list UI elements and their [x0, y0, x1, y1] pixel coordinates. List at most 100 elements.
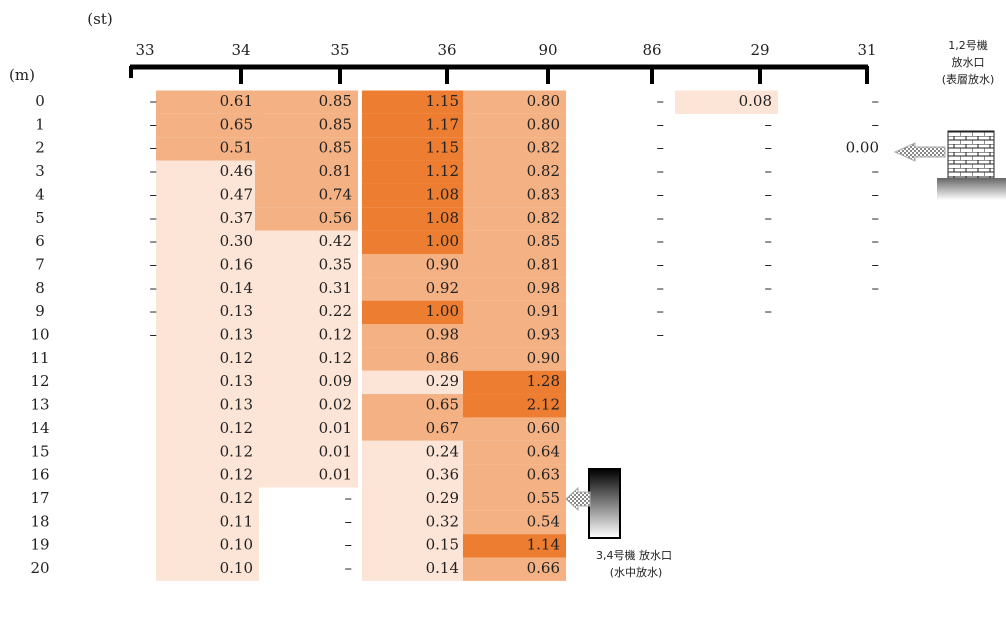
cell-value: 0.30 [220, 232, 253, 250]
cell-value: 0.12 [220, 349, 253, 367]
cell-value: 0.12 [220, 489, 253, 507]
cell-value: 0.98 [426, 326, 459, 344]
cell-value: 0.29 [426, 489, 459, 507]
cell-value: – [765, 255, 773, 273]
cell-value: – [765, 209, 773, 227]
cell-value: – [657, 302, 665, 320]
outlet-wall [948, 131, 994, 178]
cell-value: 0.85 [319, 92, 352, 110]
outlet-arrow [895, 143, 945, 161]
cell-value: 0.90 [426, 255, 459, 273]
cell-value: 0.66 [527, 559, 560, 577]
cell-value: 0.74 [319, 185, 352, 203]
depth-label: 18 [30, 512, 49, 530]
cell-value: 0.35 [319, 255, 352, 273]
cell-value: – [150, 139, 158, 157]
outlet-arrow [566, 488, 590, 510]
cell-value: 1.15 [426, 92, 459, 110]
station-label: 35 [330, 41, 349, 59]
cell-value: 1.17 [426, 115, 459, 133]
depth-label: 6 [35, 232, 45, 250]
cell-value: – [657, 185, 665, 203]
depth-label: 20 [30, 559, 49, 577]
cell-value: – [150, 92, 158, 110]
cell-value: – [150, 279, 158, 297]
depth-label: 7 [35, 255, 45, 273]
cell-value: 0.56 [319, 209, 352, 227]
cell-value: 0.09 [319, 372, 352, 390]
cell-value: 0.13 [220, 302, 253, 320]
depth-label: 10 [30, 326, 49, 344]
outlet-box [589, 469, 620, 538]
cell-value: 1.28 [527, 372, 560, 390]
cell-value: 0.12 [220, 466, 253, 484]
cell-value: 0.93 [527, 326, 560, 344]
cell-value: – [765, 162, 773, 180]
depth-label: 16 [30, 466, 49, 484]
cell-value: – [872, 162, 880, 180]
cell-value: 1.08 [426, 209, 459, 227]
cell-value: 1.14 [527, 536, 560, 554]
cell-value: – [872, 255, 880, 273]
depth-label: 15 [30, 442, 49, 460]
cell-value: 0.10 [220, 536, 253, 554]
cell-value: – [150, 162, 158, 180]
cell-value: 0.80 [527, 115, 560, 133]
station-label: 90 [538, 41, 557, 59]
depth-label: 13 [30, 396, 49, 414]
cell-value: – [657, 326, 665, 344]
station-label: 36 [437, 41, 456, 59]
cell-value: – [765, 279, 773, 297]
cell-value: 1.15 [426, 139, 459, 157]
cell-value: – [150, 209, 158, 227]
cell-value: – [150, 326, 158, 344]
cell-value: – [872, 209, 880, 227]
outlet-label: 放水口 [952, 55, 985, 69]
cell-value: 0.82 [527, 209, 560, 227]
cell-value: – [657, 115, 665, 133]
cell-value: 0.36 [426, 466, 459, 484]
outlet-base [937, 178, 1006, 200]
underwater-outlet: 3,4号機 放水口 (水中放水) [566, 469, 672, 579]
depth-label: 9 [35, 302, 45, 320]
cell-value: 0.54 [527, 512, 560, 530]
cell-value: – [657, 139, 665, 157]
cell-value: 0.86 [426, 349, 459, 367]
cell-value: – [657, 232, 665, 250]
cell-value: 0.92 [426, 279, 459, 297]
cell-value: 0.01 [319, 419, 352, 437]
cell-value: 0.64 [527, 442, 560, 460]
cell-value: – [872, 115, 880, 133]
cell-value: 1.12 [426, 162, 459, 180]
cell-value: 0.46 [220, 162, 253, 180]
cell-value: 0.01 [319, 442, 352, 460]
cell-value: 0.80 [527, 92, 560, 110]
depth-label: 1 [35, 115, 45, 133]
depth-label: 19 [30, 536, 49, 554]
cell-value: 0.63 [527, 466, 560, 484]
cell-value: 0.13 [220, 396, 253, 414]
cell-value: – [765, 185, 773, 203]
cell-value: – [872, 92, 880, 110]
cell-value: 0.83 [527, 185, 560, 203]
cell-value: 0.31 [319, 279, 352, 297]
cell-value: – [150, 255, 158, 273]
cell-value: 0.22 [319, 302, 352, 320]
outlet-label: 1,2号機 [948, 38, 988, 52]
surface-outlet: 1,2号機 放水口 (表層放水) [895, 38, 1006, 200]
cell-value: 0.10 [220, 559, 253, 577]
depth-label: 2 [35, 139, 45, 157]
cell-value: 0.85 [319, 139, 352, 157]
cell-value: 0.24 [426, 442, 459, 460]
cell-value: – [657, 162, 665, 180]
cell-value: 0.32 [426, 512, 459, 530]
cell-value: 0.16 [220, 255, 253, 273]
station-label: 86 [642, 41, 661, 59]
cell-value: 0.65 [426, 396, 459, 414]
cell-value: 0.00 [846, 139, 879, 157]
cell-value: 0.85 [527, 232, 560, 250]
cell-value: 0.14 [426, 559, 459, 577]
cell-value: – [345, 559, 353, 577]
depth-label: 5 [35, 209, 45, 227]
cell-value: 0.12 [220, 419, 253, 437]
